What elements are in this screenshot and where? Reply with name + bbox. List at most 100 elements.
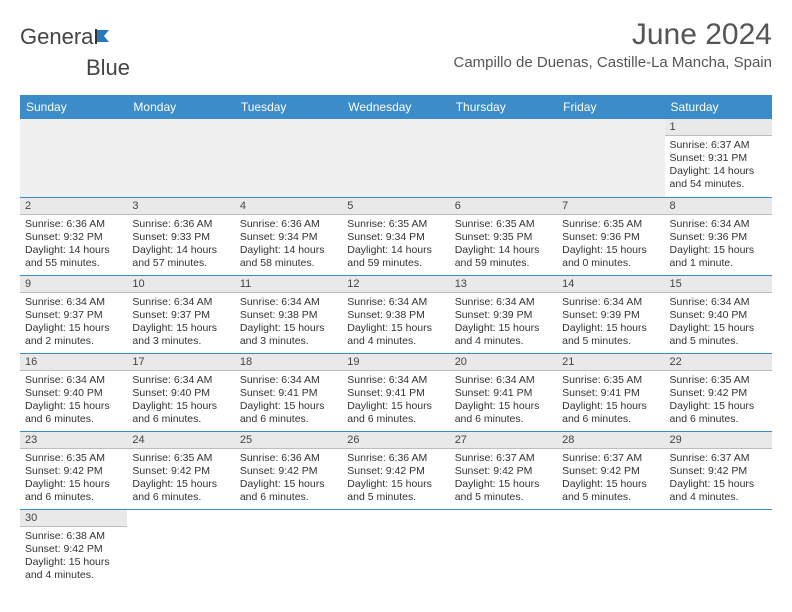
day-cell: 12Sunrise: 6:34 AMSunset: 9:38 PMDayligh… [342, 275, 449, 353]
week-row: 2Sunrise: 6:36 AMSunset: 9:32 PMDaylight… [20, 197, 772, 275]
sunset-line: Sunset: 9:34 PM [240, 231, 337, 244]
sunset-line: Sunset: 9:42 PM [562, 465, 659, 478]
day-number: 13 [450, 276, 557, 293]
sunrise-line: Sunrise: 6:34 AM [347, 296, 444, 309]
sunset-line: Sunset: 9:40 PM [25, 387, 122, 400]
day-number: 25 [235, 432, 342, 449]
sunset-line: Sunset: 9:41 PM [347, 387, 444, 400]
daylight-line: Daylight: 14 hours and 55 minutes. [25, 244, 122, 270]
sunrise-line: Sunrise: 6:35 AM [132, 452, 229, 465]
daylight-line: Daylight: 14 hours and 54 minutes. [670, 165, 767, 191]
sunrise-line: Sunrise: 6:36 AM [132, 218, 229, 231]
day-cell: 6Sunrise: 6:35 AMSunset: 9:35 PMDaylight… [450, 197, 557, 275]
sunrise-line: Sunrise: 6:36 AM [240, 452, 337, 465]
day-cell: 21Sunrise: 6:35 AMSunset: 9:41 PMDayligh… [557, 353, 664, 431]
sunrise-line: Sunrise: 6:36 AM [347, 452, 444, 465]
day-number: 19 [342, 354, 449, 371]
daylight-line: Daylight: 15 hours and 6 minutes. [240, 400, 337, 426]
sunrise-line: Sunrise: 6:34 AM [562, 296, 659, 309]
day-cell [450, 509, 557, 587]
day-details: Sunrise: 6:37 AMSunset: 9:31 PMDaylight:… [665, 136, 772, 196]
day-cell: 24Sunrise: 6:35 AMSunset: 9:42 PMDayligh… [127, 431, 234, 509]
day-cell: 16Sunrise: 6:34 AMSunset: 9:40 PMDayligh… [20, 353, 127, 431]
day-cell: 25Sunrise: 6:36 AMSunset: 9:42 PMDayligh… [235, 431, 342, 509]
day-cell: 29Sunrise: 6:37 AMSunset: 9:42 PMDayligh… [665, 431, 772, 509]
weekday-header-row: Sunday Monday Tuesday Wednesday Thursday… [20, 95, 772, 119]
sunset-line: Sunset: 9:36 PM [670, 231, 767, 244]
day-cell [450, 119, 557, 197]
sunrise-line: Sunrise: 6:37 AM [562, 452, 659, 465]
sunset-line: Sunset: 9:39 PM [455, 309, 552, 322]
flag-icon [95, 24, 115, 50]
day-cell: 27Sunrise: 6:37 AMSunset: 9:42 PMDayligh… [450, 431, 557, 509]
day-details: Sunrise: 6:35 AMSunset: 9:42 PMDaylight:… [127, 449, 234, 509]
day-number: 11 [235, 276, 342, 293]
day-number: 23 [20, 432, 127, 449]
sunrise-line: Sunrise: 6:34 AM [240, 374, 337, 387]
daylight-line: Daylight: 15 hours and 6 minutes. [347, 400, 444, 426]
day-details: Sunrise: 6:36 AMSunset: 9:42 PMDaylight:… [342, 449, 449, 509]
sunrise-line: Sunrise: 6:34 AM [25, 374, 122, 387]
day-details: Sunrise: 6:34 AMSunset: 9:37 PMDaylight:… [127, 293, 234, 353]
daylight-line: Daylight: 14 hours and 57 minutes. [132, 244, 229, 270]
day-cell: 1Sunrise: 6:37 AMSunset: 9:31 PMDaylight… [665, 119, 772, 197]
daylight-line: Daylight: 15 hours and 5 minutes. [347, 478, 444, 504]
week-row: 23Sunrise: 6:35 AMSunset: 9:42 PMDayligh… [20, 431, 772, 509]
day-details: Sunrise: 6:34 AMSunset: 9:39 PMDaylight:… [450, 293, 557, 353]
sunrise-line: Sunrise: 6:35 AM [670, 374, 767, 387]
sunset-line: Sunset: 9:42 PM [670, 465, 767, 478]
col-friday: Friday [557, 95, 664, 119]
day-cell: 9Sunrise: 6:34 AMSunset: 9:37 PMDaylight… [20, 275, 127, 353]
day-cell: 13Sunrise: 6:34 AMSunset: 9:39 PMDayligh… [450, 275, 557, 353]
daylight-line: Daylight: 15 hours and 6 minutes. [132, 478, 229, 504]
day-cell: 15Sunrise: 6:34 AMSunset: 9:40 PMDayligh… [665, 275, 772, 353]
daylight-line: Daylight: 15 hours and 4 minutes. [25, 556, 122, 582]
day-details: Sunrise: 6:34 AMSunset: 9:38 PMDaylight:… [235, 293, 342, 353]
sunrise-line: Sunrise: 6:35 AM [562, 218, 659, 231]
brand-text-1: Genera [20, 24, 93, 50]
sunset-line: Sunset: 9:42 PM [455, 465, 552, 478]
day-details: Sunrise: 6:35 AMSunset: 9:42 PMDaylight:… [20, 449, 127, 509]
sunrise-line: Sunrise: 6:35 AM [25, 452, 122, 465]
day-details: Sunrise: 6:36 AMSunset: 9:34 PMDaylight:… [235, 215, 342, 275]
sunrise-line: Sunrise: 6:36 AM [240, 218, 337, 231]
day-cell: 5Sunrise: 6:35 AMSunset: 9:34 PMDaylight… [342, 197, 449, 275]
sunrise-line: Sunrise: 6:34 AM [240, 296, 337, 309]
sunset-line: Sunset: 9:37 PM [25, 309, 122, 322]
daylight-line: Daylight: 14 hours and 58 minutes. [240, 244, 337, 270]
day-details: Sunrise: 6:35 AMSunset: 9:41 PMDaylight:… [557, 371, 664, 431]
day-cell [127, 509, 234, 587]
daylight-line: Daylight: 15 hours and 5 minutes. [562, 322, 659, 348]
brand-text-2: Blue [86, 55, 772, 81]
sunset-line: Sunset: 9:42 PM [347, 465, 444, 478]
sunrise-line: Sunrise: 6:36 AM [25, 218, 122, 231]
calendar-table: Sunday Monday Tuesday Wednesday Thursday… [20, 95, 772, 587]
day-details: Sunrise: 6:36 AMSunset: 9:42 PMDaylight:… [235, 449, 342, 509]
col-sunday: Sunday [20, 95, 127, 119]
day-number: 24 [127, 432, 234, 449]
sunrise-line: Sunrise: 6:37 AM [670, 139, 767, 152]
day-number: 30 [20, 510, 127, 527]
day-number: 27 [450, 432, 557, 449]
sunrise-line: Sunrise: 6:34 AM [25, 296, 122, 309]
day-number: 3 [127, 198, 234, 215]
day-cell: 28Sunrise: 6:37 AMSunset: 9:42 PMDayligh… [557, 431, 664, 509]
day-number: 16 [20, 354, 127, 371]
sunrise-line: Sunrise: 6:35 AM [562, 374, 659, 387]
day-cell [665, 509, 772, 587]
day-cell [342, 509, 449, 587]
day-details: Sunrise: 6:34 AMSunset: 9:40 PMDaylight:… [127, 371, 234, 431]
day-number: 15 [665, 276, 772, 293]
day-number: 26 [342, 432, 449, 449]
sunset-line: Sunset: 9:41 PM [455, 387, 552, 400]
day-details: Sunrise: 6:34 AMSunset: 9:41 PMDaylight:… [342, 371, 449, 431]
day-details: Sunrise: 6:34 AMSunset: 9:41 PMDaylight:… [235, 371, 342, 431]
week-row: 9Sunrise: 6:34 AMSunset: 9:37 PMDaylight… [20, 275, 772, 353]
daylight-line: Daylight: 14 hours and 59 minutes. [455, 244, 552, 270]
day-details: Sunrise: 6:34 AMSunset: 9:41 PMDaylight:… [450, 371, 557, 431]
day-cell [127, 119, 234, 197]
day-number: 29 [665, 432, 772, 449]
sunset-line: Sunset: 9:38 PM [347, 309, 444, 322]
week-row: 30Sunrise: 6:38 AMSunset: 9:42 PMDayligh… [20, 509, 772, 587]
day-cell [557, 119, 664, 197]
